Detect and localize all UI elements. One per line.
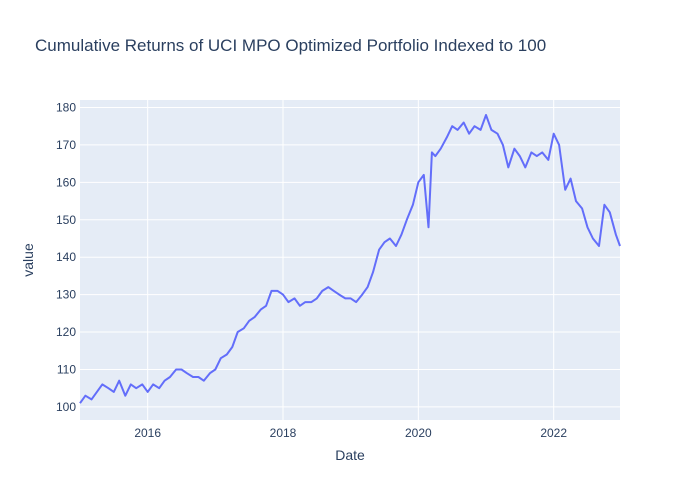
x-tick-label: 2018 (270, 426, 297, 440)
x-tick-label: 2020 (405, 426, 432, 440)
x-axis-ticks: 2016 2018 2020 2022 (134, 426, 567, 440)
x-axis-label: Date (335, 447, 365, 463)
y-axis-ticks: 100 110 120 130 140 150 160 170 180 (56, 100, 76, 413)
y-tick-label: 170 (56, 138, 76, 152)
y-tick-label: 150 (56, 213, 76, 227)
y-tick-label: 100 (56, 400, 76, 414)
plot-area (80, 100, 620, 420)
chart-title: Cumulative Returns of UCI MPO Optimized … (35, 36, 546, 55)
series-line (79, 114, 621, 404)
y-tick-label: 180 (56, 100, 76, 114)
y-tick-label: 160 (56, 175, 76, 189)
grid-lines (80, 100, 620, 420)
x-tick-label: 2022 (540, 426, 567, 440)
y-tick-label: 110 (57, 362, 76, 376)
x-tick-label: 2016 (134, 426, 161, 440)
y-tick-label: 130 (56, 288, 76, 302)
y-tick-label: 120 (56, 325, 76, 339)
y-tick-label: 140 (56, 250, 76, 264)
y-axis-label: value (20, 243, 36, 277)
